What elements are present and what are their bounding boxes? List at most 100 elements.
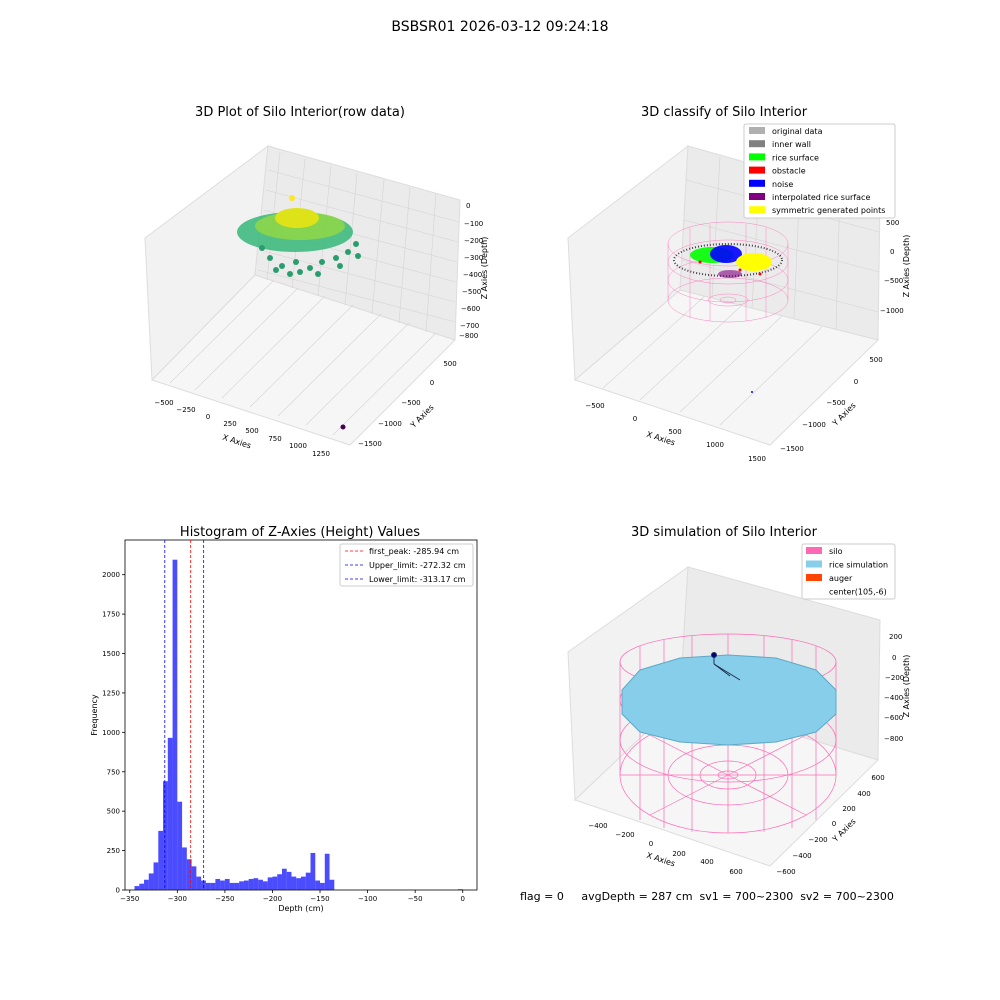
raw-ztick: −300 bbox=[464, 254, 483, 262]
hist-yticks: 0 250 500 750 1000 1250 1500 1750 2000 bbox=[102, 571, 125, 895]
classify-ztick: −1000 bbox=[880, 307, 904, 315]
classify-ytick: −500 bbox=[826, 399, 845, 407]
sim-ztick: 0 bbox=[892, 654, 896, 662]
raw-zlabel: Z Axies (Depth) bbox=[480, 237, 489, 300]
raw-xtick: 1250 bbox=[312, 450, 330, 458]
classify-legend-swatch bbox=[749, 206, 765, 214]
hist-xticks: −350 −300 −250 −200 −150 −100 −50 0 bbox=[120, 890, 465, 903]
raw-xtick: −250 bbox=[176, 406, 195, 414]
raw-pane-floor bbox=[151, 274, 456, 446]
classify-noise-point bbox=[751, 391, 753, 393]
sim-ytick: −600 bbox=[776, 868, 795, 876]
hist-bar bbox=[277, 874, 282, 890]
hist-bar bbox=[457, 889, 463, 890]
sim-ytick: −200 bbox=[808, 836, 827, 844]
hist-xtick-label: −50 bbox=[408, 895, 423, 903]
hist-bar bbox=[305, 872, 311, 890]
classify-legend-swatch bbox=[749, 127, 765, 134]
hist-bar bbox=[272, 876, 278, 890]
classify-title: 3D classify of Silo Interior bbox=[641, 105, 808, 120]
raw-ztick: −100 bbox=[464, 220, 483, 228]
hist-bar bbox=[167, 737, 173, 890]
classify-ztick: 500 bbox=[886, 219, 899, 227]
classify-legend-label: obstacle bbox=[772, 167, 806, 176]
classify-xtick: 0 bbox=[633, 415, 637, 423]
classify-points bbox=[673, 243, 783, 393]
hist-bar bbox=[234, 882, 240, 890]
raw-xtick: 1000 bbox=[289, 442, 307, 450]
hist-bar bbox=[196, 876, 202, 890]
classify-xtick: 500 bbox=[668, 428, 681, 436]
classify-axis-ticks: −500 0 500 1000 1500 500 0 −500 −1000 −1… bbox=[585, 219, 903, 463]
classify-xtick: 1500 bbox=[748, 455, 766, 463]
hist-plot-area bbox=[124, 539, 478, 891]
sim-axis-ticks: −400 −200 0 200 400 600 600 400 200 0 −2… bbox=[588, 633, 904, 876]
hist-bar bbox=[224, 878, 230, 890]
sim-xtick: 600 bbox=[729, 868, 742, 876]
sim-ztick: −800 bbox=[884, 735, 903, 743]
hist-bar bbox=[229, 882, 235, 890]
sim-legend-label: auger bbox=[829, 574, 853, 583]
raw-ztick: −600 bbox=[461, 305, 480, 313]
hist-bar bbox=[205, 882, 211, 890]
hist-bar bbox=[220, 880, 225, 890]
hist-bar bbox=[310, 852, 316, 890]
hist-bar bbox=[320, 882, 325, 890]
classify-cylinder bbox=[667, 221, 789, 323]
hist-bar bbox=[148, 873, 154, 890]
sim-ytick: 200 bbox=[842, 805, 855, 813]
hist-bar bbox=[134, 886, 140, 890]
raw-xtick: 250 bbox=[223, 420, 236, 428]
raw-ytick: 500 bbox=[443, 360, 456, 368]
hist-ytick-label: 0 bbox=[116, 887, 120, 895]
hist-xtick-label: −200 bbox=[263, 895, 282, 903]
hist-xtick-label: −250 bbox=[215, 895, 234, 903]
hist-legend-label: Lower_limit: -313.17 cm bbox=[369, 575, 466, 584]
hist-bar bbox=[186, 859, 192, 890]
raw-xtick: 500 bbox=[245, 427, 258, 435]
hist-xtick-label: 0 bbox=[460, 895, 464, 903]
classify-ytick: −1500 bbox=[780, 445, 804, 453]
sim-xtick: 0 bbox=[649, 840, 653, 848]
raw-axis-ticks: −500 −250 0 250 500 750 1000 1250 500 0 … bbox=[154, 202, 483, 458]
raw-xlabel: X Axies bbox=[221, 433, 252, 451]
hist-bar bbox=[258, 879, 263, 890]
classify-legend-label: inner wall bbox=[772, 140, 811, 149]
panel-histogram: Histogram of Z-Axies (Height) Values −35… bbox=[90, 525, 478, 913]
raw-ytick: −1000 bbox=[378, 420, 402, 428]
hist-bar bbox=[281, 868, 287, 890]
sim-legend-label: rice simulation bbox=[829, 561, 888, 570]
hist-bar bbox=[286, 871, 292, 890]
hist-bar bbox=[139, 883, 145, 890]
hist-bar bbox=[243, 880, 249, 890]
sim-legend-swatch bbox=[806, 547, 822, 554]
sim-ztick: −600 bbox=[884, 714, 903, 722]
sim-legend-label: silo bbox=[829, 547, 843, 556]
hist-bar bbox=[158, 830, 164, 890]
raw-ytick: −500 bbox=[401, 399, 420, 407]
sim-legend-swatch bbox=[806, 560, 822, 568]
hist-legend-label: first_peak: -285.94 cm bbox=[369, 547, 459, 556]
sim-ytick: 400 bbox=[857, 790, 870, 798]
hist-bar bbox=[182, 847, 187, 890]
status-line: flag = 0 avgDepth = 287 cm sv1 = 700~230… bbox=[520, 890, 894, 903]
hist-xtick-label: −100 bbox=[358, 895, 377, 903]
hist-bar bbox=[153, 862, 159, 890]
hist-bar bbox=[191, 866, 197, 890]
classify-legend-label: original data bbox=[772, 127, 823, 136]
sim-xtick: −200 bbox=[615, 831, 634, 839]
hist-bar bbox=[324, 853, 330, 890]
sim-ytick: 600 bbox=[871, 774, 884, 782]
hist-bar bbox=[172, 559, 178, 890]
raw-ztick: −200 bbox=[464, 237, 483, 245]
hist-bar bbox=[291, 876, 297, 890]
hist-bar bbox=[248, 878, 254, 890]
hist-bar bbox=[267, 877, 273, 890]
raw-ztick: −700 bbox=[460, 322, 479, 330]
hist-legend-box bbox=[339, 543, 474, 587]
hist-xtick-label: −350 bbox=[120, 895, 139, 903]
hist-bar bbox=[329, 879, 335, 890]
hist-ytick-label: 1250 bbox=[102, 689, 120, 697]
hist-ytick-label: 500 bbox=[107, 808, 120, 816]
sim-zlabel: Z Axies (Depth) bbox=[902, 655, 911, 718]
